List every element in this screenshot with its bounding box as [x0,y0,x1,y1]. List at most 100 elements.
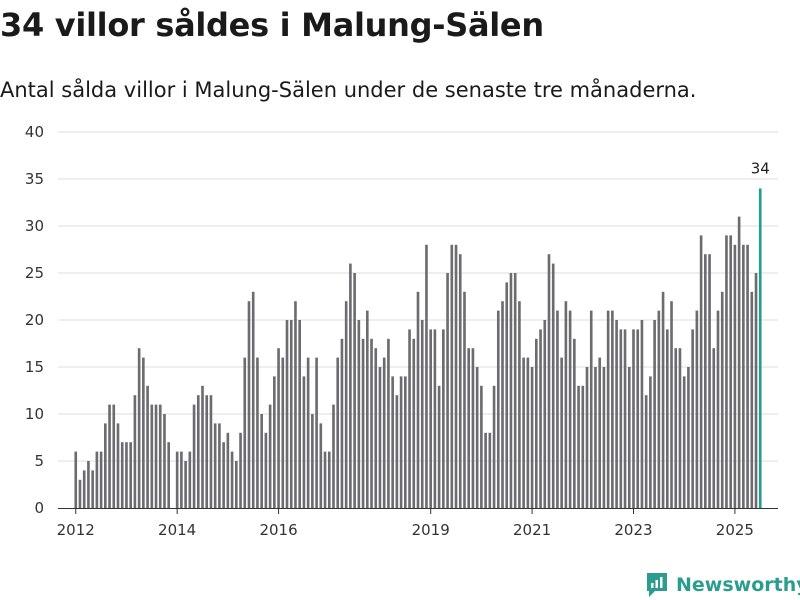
bar: 28 [454,244,458,509]
bar: 5 [184,461,187,508]
bar: 21 [611,310,614,508]
bar: 13 [146,385,149,508]
bar: 25 [353,273,356,508]
bar: 3 [78,479,82,508]
bar: 11 [192,404,196,508]
bars: 6345466911119777121716131111111070665611… [74,188,762,509]
bar: 16 [526,357,530,508]
y-tick-label: 40 [25,123,44,141]
bar: 17 [678,348,682,508]
bar: 21 [568,310,572,508]
bar: 8 [226,432,230,508]
bar: 28 [746,244,749,509]
bar: 14 [302,376,306,508]
bar: 17 [712,348,716,508]
bar: 4 [91,470,94,508]
bar: 16 [382,357,386,508]
bar: 18 [370,338,373,508]
bar: 13 [437,385,441,508]
bar: 11 [150,404,154,508]
bar: 6 [74,451,78,508]
y-axis-ticks: 0 5 10 15 20 25 30 35 40 [25,123,44,517]
chart-title: 34 villor såldes i Malung-Sälen [0,6,544,44]
bar: 21 [716,310,720,508]
bar: 14 [682,376,686,508]
bar: 13 [577,385,580,508]
bar: 9 [104,423,107,508]
bar: 29 [725,235,728,508]
bar: 15 [378,367,382,508]
x-tick-label: 2014 [158,521,196,539]
bar: 16 [306,357,310,508]
bar: 12 [133,395,137,508]
bar: 19 [632,329,635,508]
bar: 12 [395,395,399,508]
bar: 13 [480,385,483,508]
bar: 28 [425,244,428,509]
bar: 25 [513,273,517,508]
y-tick-label: 5 [34,452,44,470]
bar: 27 [458,254,462,508]
bar: 28 [742,244,745,509]
brand-name: Newsworthy [676,574,800,596]
bar: 6 [323,451,327,508]
bar: 20 [543,320,547,508]
bar: 13 [492,385,496,508]
newsworthy-logo-icon [647,573,667,597]
bar: 21 [606,310,610,508]
bar: 21 [496,310,500,508]
bar: 13 [201,385,204,508]
bar: 9 [218,423,221,508]
y-tick-label: 30 [25,217,44,235]
bar: 17 [277,348,280,508]
bar: 26 [349,263,352,508]
bar: 28 [450,244,454,509]
bar: 27 [708,254,711,508]
bar: 25 [509,273,513,508]
bar: 31 [737,216,741,508]
bar: 23 [463,291,466,508]
bar: 29 [699,235,703,508]
bar: 23 [661,291,665,508]
x-axis-ticks: 2012 2014 2016 2019 2021 2023 2025 [57,508,754,539]
bar: 23 [251,291,255,508]
bar: 21 [365,310,369,508]
bar: 19 [691,329,694,508]
bar: 17 [467,348,471,508]
bar: 6 [230,451,234,508]
bar: 19 [636,329,640,508]
bar: 16 [336,357,340,508]
bar: 16 [256,357,259,508]
bar: 19 [429,329,432,508]
bar: 14 [649,376,652,508]
bar: 16 [522,357,525,508]
bar: 22 [518,301,521,508]
bar: 14 [273,376,276,508]
bar: 6 [180,451,183,508]
bar: 11 [108,404,111,508]
bar: 20 [653,320,656,508]
bar-highlight: 34 [758,188,762,508]
bar: 20 [640,320,644,508]
x-tick-label: 2016 [259,521,297,539]
bar: 25 [446,273,449,508]
bar: 21 [657,310,661,508]
bar: 18 [387,338,390,508]
y-tick-label: 15 [25,358,44,376]
bar: 22 [501,301,504,508]
bar: 15 [530,367,534,508]
bar: 13 [581,385,585,508]
bar: 9 [116,423,120,508]
bar: 8 [239,432,242,508]
bar: 11 [112,404,116,508]
bar: 23 [720,291,724,508]
bar: 24 [505,282,509,508]
bar: 18 [361,338,365,508]
bar: 17 [374,348,378,508]
bar: 27 [547,254,551,508]
highlight-value-label: 34 [751,159,770,177]
bar: 11 [158,404,162,508]
bar: 12 [205,395,209,508]
bar: 21 [589,310,593,508]
bar: 12 [644,395,648,508]
